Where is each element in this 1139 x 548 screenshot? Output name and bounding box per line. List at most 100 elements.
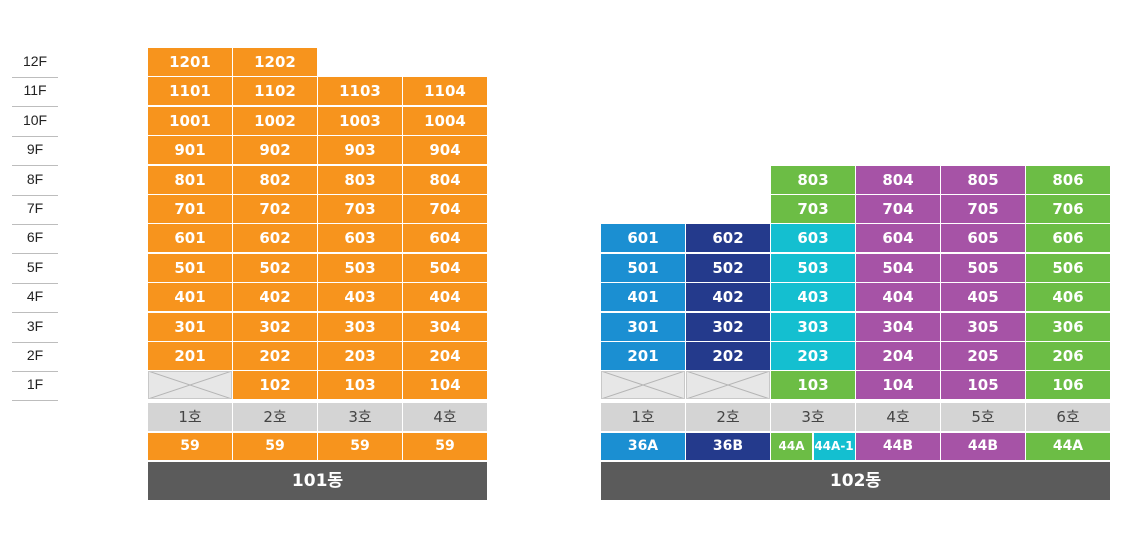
unit-cell[interactable]: 301	[148, 312, 232, 341]
unit-cell[interactable]: 705	[941, 195, 1025, 223]
floor-label: 6F	[12, 224, 58, 255]
unit-cell[interactable]: 302	[233, 312, 317, 341]
unit-cell[interactable]: 303	[318, 312, 402, 341]
unit-cell[interactable]: 403	[771, 283, 855, 312]
unit-cell[interactable]: 403	[318, 283, 402, 312]
ho-label: 2호	[686, 402, 770, 431]
unit-type-label: 59	[403, 432, 487, 460]
unit-cell[interactable]: 306	[1026, 312, 1110, 341]
unit-cell[interactable]: 103	[318, 371, 402, 400]
ho-label: 1호	[148, 402, 232, 431]
unit-cell[interactable]: 703	[771, 195, 855, 223]
unit-cell[interactable]: 503	[771, 253, 855, 282]
unit-cell[interactable]: 803	[771, 165, 855, 194]
unit-cell[interactable]: 1102	[233, 77, 317, 106]
unit-cell[interactable]: 1104	[403, 77, 487, 106]
floor-label: 2F	[12, 342, 58, 372]
unit-cell[interactable]: 301	[601, 312, 685, 341]
unit-cell[interactable]: 604	[403, 224, 487, 253]
unit-cell[interactable]: 1101	[148, 77, 232, 106]
unit-cell[interactable]: 105	[941, 371, 1025, 400]
unit-cell[interactable]: 401	[148, 283, 232, 312]
unit-cell[interactable]: 501	[148, 253, 232, 282]
unit-cell[interactable]: 501	[601, 253, 685, 282]
unit-cell[interactable]: 606	[1026, 224, 1110, 253]
unit-cell[interactable]: 102	[233, 371, 317, 400]
unit-cell[interactable]: 504	[856, 253, 940, 282]
unit-cell[interactable]: 1001	[148, 106, 232, 135]
unit-cell[interactable]: 903	[318, 136, 402, 165]
unit-cell[interactable]: 304	[856, 312, 940, 341]
unit-cell[interactable]: 502	[686, 253, 770, 282]
unit-cell[interactable]: 601	[601, 224, 685, 253]
unit-cell[interactable]: 104	[403, 371, 487, 400]
unit-cell[interactable]: 904	[403, 136, 487, 165]
unit-cell[interactable]: 803	[318, 165, 402, 194]
unit-cell[interactable]: 806	[1026, 165, 1110, 194]
unit-cell[interactable]: 303	[771, 312, 855, 341]
unit-cell[interactable]: 605	[941, 224, 1025, 253]
unit-cell[interactable]: 305	[941, 312, 1025, 341]
unit-cell[interactable]: 1003	[318, 106, 402, 135]
unit-cell[interactable]: 1202	[233, 48, 317, 76]
unit-cell[interactable]: 603	[771, 224, 855, 253]
unit-cell[interactable]: 1103	[318, 77, 402, 106]
unit-cell[interactable]: 202	[233, 342, 317, 370]
unit-cell[interactable]: 704	[403, 195, 487, 223]
no-unit-cross-icon	[686, 371, 770, 400]
unit-cell[interactable]: 901	[148, 136, 232, 165]
floor-label: 8F	[12, 166, 58, 196]
floor-label: 10F	[12, 107, 58, 137]
unit-cell[interactable]: 402	[233, 283, 317, 312]
unit-cell[interactable]: 601	[148, 224, 232, 253]
unit-cell[interactable]: 203	[771, 342, 855, 370]
unit-cell[interactable]: 405	[941, 283, 1025, 312]
unit-cell[interactable]: 304	[403, 312, 487, 341]
unit-cell[interactable]: 902	[233, 136, 317, 165]
ho-label: 4호	[856, 402, 940, 431]
unit-cell[interactable]: 205	[941, 342, 1025, 370]
unit-cell[interactable]: 703	[318, 195, 402, 223]
unit-cell[interactable]: 402	[686, 283, 770, 312]
unit-cell[interactable]: 602	[233, 224, 317, 253]
unit-cell[interactable]: 404	[856, 283, 940, 312]
unit-cell[interactable]: 203	[318, 342, 402, 370]
unit-cell[interactable]: 701	[148, 195, 232, 223]
unit-cell[interactable]: 302	[686, 312, 770, 341]
unit-cell[interactable]: 401	[601, 283, 685, 312]
unit-cell[interactable]: 804	[856, 165, 940, 194]
unit-cell[interactable]: 805	[941, 165, 1025, 194]
unit-cell[interactable]: 1201	[148, 48, 232, 76]
unit-cell[interactable]: 406	[1026, 283, 1110, 312]
unit-cell[interactable]: 201	[148, 342, 232, 370]
unit-cell[interactable]: 801	[148, 165, 232, 194]
no-unit-cross-icon	[148, 371, 232, 400]
unit-cell[interactable]: 602	[686, 224, 770, 253]
unit-cell[interactable]: 404	[403, 283, 487, 312]
building-name: 101동	[148, 461, 487, 500]
ho-label: 4호	[403, 402, 487, 431]
unit-cell[interactable]: 204	[403, 342, 487, 370]
unit-cell[interactable]: 106	[1026, 371, 1110, 400]
unit-cell[interactable]: 506	[1026, 253, 1110, 282]
unit-cell[interactable]: 706	[1026, 195, 1110, 223]
unit-cell[interactable]: 1002	[233, 106, 317, 135]
unit-cell[interactable]: 202	[686, 342, 770, 370]
unit-cell[interactable]: 206	[1026, 342, 1110, 370]
unit-cell[interactable]: 504	[403, 253, 487, 282]
unit-cell[interactable]: 103	[771, 371, 855, 400]
unit-type-label: 59	[318, 432, 402, 460]
unit-cell[interactable]: 603	[318, 224, 402, 253]
unit-cell[interactable]: 505	[941, 253, 1025, 282]
unit-cell[interactable]: 604	[856, 224, 940, 253]
unit-cell[interactable]: 802	[233, 165, 317, 194]
unit-cell[interactable]: 204	[856, 342, 940, 370]
unit-cell[interactable]: 1004	[403, 106, 487, 135]
unit-cell[interactable]: 702	[233, 195, 317, 223]
unit-cell[interactable]: 502	[233, 253, 317, 282]
unit-cell[interactable]: 804	[403, 165, 487, 194]
unit-cell[interactable]: 104	[856, 371, 940, 400]
unit-cell[interactable]: 503	[318, 253, 402, 282]
unit-cell[interactable]: 201	[601, 342, 685, 370]
unit-cell[interactable]: 704	[856, 195, 940, 223]
